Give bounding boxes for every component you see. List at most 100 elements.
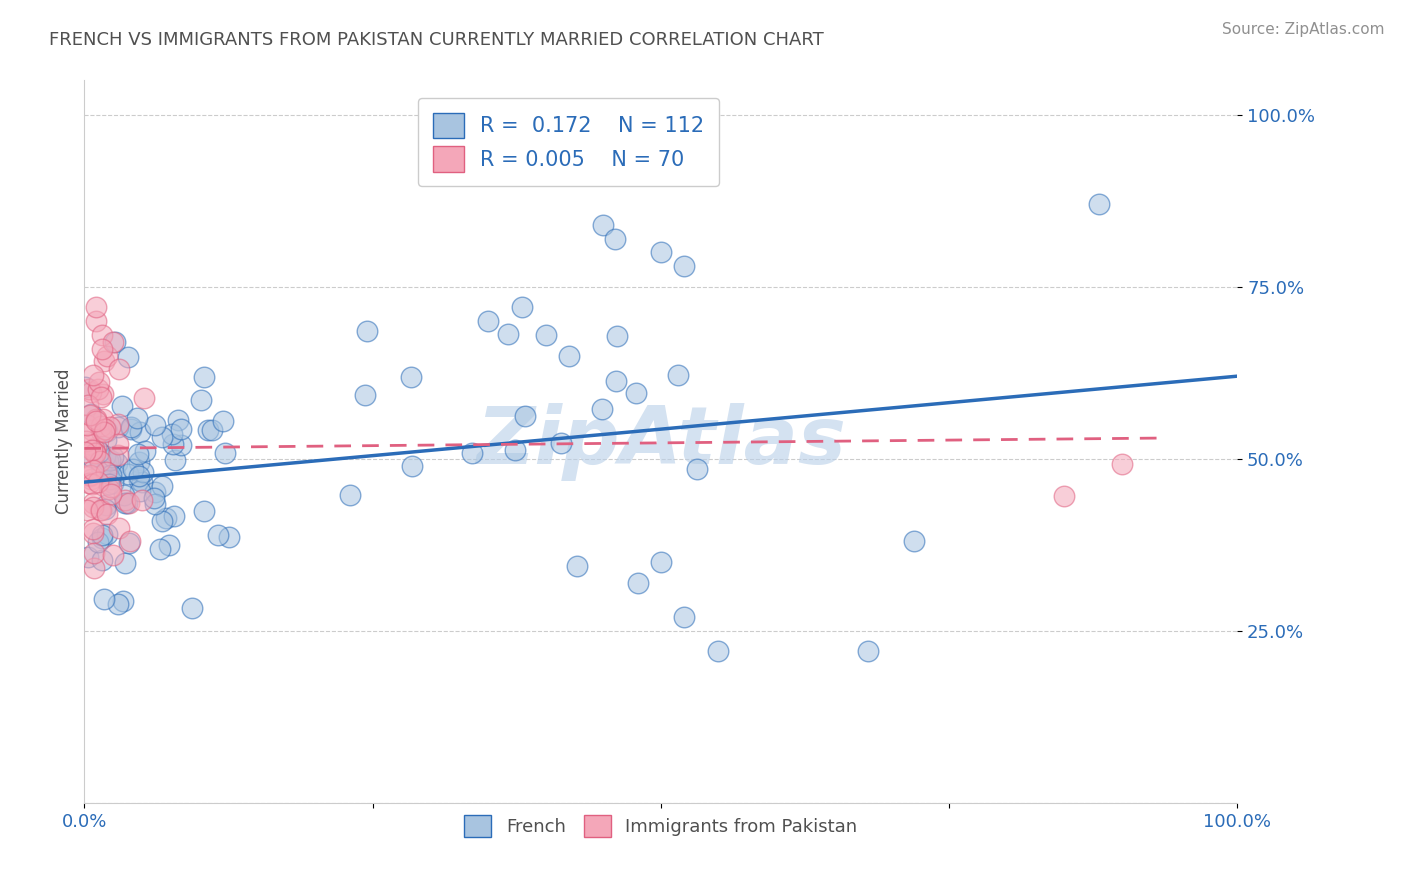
Point: [132, 392, 155, 406]
Point: [117, 496, 139, 510]
Point: [77, 476, 100, 491]
Point: [108, 520, 131, 534]
Point: [79, 468, 101, 483]
Point: [76, 503, 98, 517]
Point: [592, 218, 614, 232]
Point: [87, 444, 110, 458]
Point: [903, 534, 925, 549]
Point: [686, 462, 709, 476]
Point: [567, 558, 589, 573]
Point: [80, 450, 103, 464]
Point: [83, 561, 105, 575]
Point: [80, 443, 103, 458]
Point: [98, 482, 121, 496]
Point: [167, 413, 190, 427]
Point: [142, 491, 165, 505]
Point: [90, 419, 112, 434]
Point: [101, 450, 124, 464]
Point: [193, 369, 215, 384]
Point: [666, 368, 689, 382]
Point: [89, 454, 111, 468]
Point: [118, 536, 141, 550]
Point: [672, 259, 695, 273]
Point: [672, 610, 695, 624]
Point: [650, 245, 672, 260]
Point: [150, 429, 173, 443]
Point: [80, 407, 103, 421]
Point: [87, 534, 110, 549]
Point: [96, 527, 118, 541]
Point: [108, 362, 131, 376]
Point: [94, 498, 117, 512]
Point: [149, 542, 172, 557]
Point: [80, 384, 103, 399]
Point: [104, 468, 127, 483]
Point: [96, 465, 118, 479]
Point: [107, 437, 129, 451]
Point: [91, 387, 114, 401]
Point: [84, 301, 107, 315]
Point: [134, 443, 156, 458]
Point: [606, 328, 628, 343]
Point: [170, 422, 193, 436]
Point: [339, 488, 361, 502]
Point: [105, 456, 128, 470]
Point: [143, 485, 166, 500]
Point: [107, 448, 129, 462]
Point: [107, 417, 129, 432]
Point: [76, 434, 98, 448]
Point: [103, 548, 124, 562]
Point: [170, 438, 193, 452]
Point: [84, 414, 107, 428]
Point: [591, 402, 613, 417]
Point: [122, 462, 145, 476]
Point: [143, 497, 166, 511]
Point: [114, 556, 136, 570]
Point: [165, 453, 187, 467]
Point: [90, 460, 112, 475]
Point: [73, 380, 96, 394]
Point: [94, 449, 117, 463]
Point: [90, 553, 112, 567]
Point: [214, 446, 236, 460]
Point: [117, 350, 139, 364]
Point: [97, 477, 120, 491]
Point: [98, 472, 121, 486]
Point: [86, 383, 108, 397]
Text: ZipAtlas: ZipAtlas: [475, 402, 846, 481]
Point: [82, 368, 104, 382]
Point: [77, 398, 100, 412]
Point: [120, 534, 142, 549]
Point: [83, 546, 105, 560]
Point: [1088, 197, 1111, 211]
Point: [90, 528, 112, 542]
Point: [87, 375, 110, 389]
Point: [90, 531, 112, 545]
Point: [707, 644, 730, 658]
Point: [353, 388, 375, 402]
Point: [1111, 458, 1133, 472]
Point: [627, 575, 650, 590]
Point: [96, 507, 118, 521]
Point: [190, 392, 212, 407]
Y-axis label: Currently Married: Currently Married: [55, 368, 73, 515]
Point: [76, 417, 98, 432]
Point: [157, 538, 180, 552]
Point: [160, 427, 183, 442]
Point: [84, 314, 107, 328]
Point: [90, 327, 112, 342]
Point: [94, 422, 117, 436]
Point: [82, 424, 104, 438]
Point: [201, 423, 224, 437]
Point: [101, 476, 124, 491]
Point: [79, 469, 101, 483]
Point: [143, 418, 166, 433]
Point: [1053, 489, 1076, 503]
Legend: French, Immigrants from Pakistan: French, Immigrants from Pakistan: [457, 808, 865, 845]
Point: [127, 447, 149, 461]
Point: [98, 420, 121, 434]
Point: [90, 390, 112, 404]
Point: [180, 600, 202, 615]
Point: [603, 231, 626, 245]
Point: [120, 420, 142, 434]
